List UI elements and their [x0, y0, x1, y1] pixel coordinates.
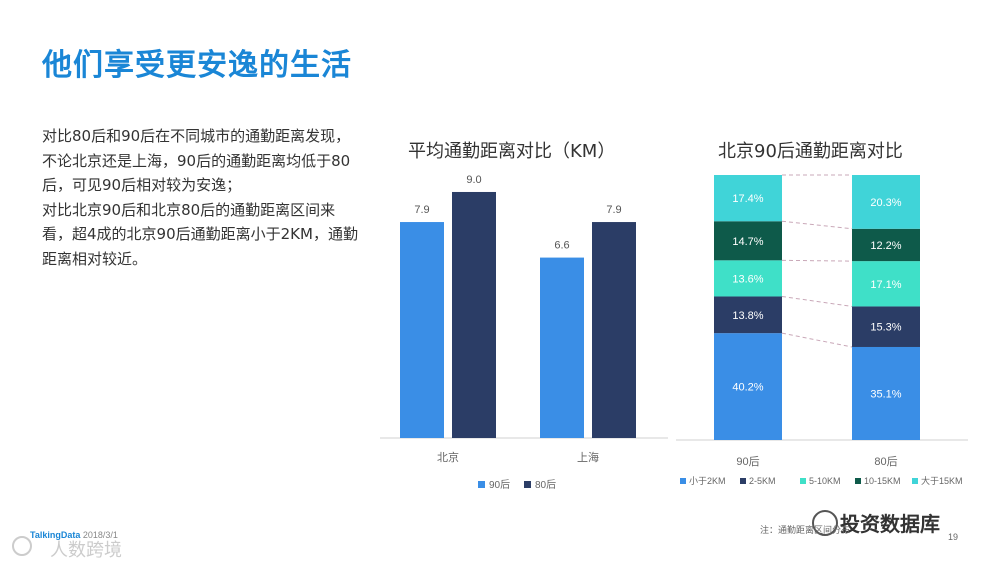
- footer-brand: TalkingData 2018/3/1: [30, 530, 118, 540]
- chart2-connector: [781, 259, 853, 262]
- chart2-legend-label: 10-15KM: [864, 476, 901, 486]
- chart1-legend-label: 80后: [535, 479, 556, 491]
- chart1-value-label: 7.9: [606, 204, 621, 216]
- description-paragraph-1: 对比80后和90后在不同城市的通勤距离发现，不论北京还是上海，90后的通勤距离均…: [42, 127, 351, 194]
- chart2-value-label: 13.6%: [732, 273, 763, 285]
- chart2-segment: [714, 175, 782, 222]
- chart2-value-label: 17.1%: [870, 279, 901, 291]
- chart2-value-label: 15.3%: [870, 322, 901, 334]
- watermark-text: 投资数据库: [840, 512, 940, 536]
- footer-date: 2018/3/1: [82, 530, 118, 540]
- footer-note: 注：通勤距离区间分布: [760, 525, 851, 535]
- footer-brand-name: TalkingData: [30, 530, 81, 540]
- chart2-category-label: 90后: [736, 455, 759, 468]
- chart2-value-label: 17.4%: [732, 193, 763, 205]
- chart1-category-label: 北京: [437, 450, 459, 464]
- chart2-legend-swatch: [800, 478, 806, 484]
- chart1-legend-swatch: [524, 481, 531, 488]
- chart1-title: 平均通勤距离对比（KM）: [408, 141, 616, 162]
- chart2-value-label: 13.8%: [732, 310, 763, 322]
- chart1-bar: [592, 222, 636, 438]
- chart2-segment: [714, 333, 782, 440]
- description: 对比80后和90后在不同城市的通勤距离发现，不论北京还是上海，90后的通勤距离均…: [42, 124, 362, 271]
- chart2-segment: [852, 346, 920, 440]
- chart2-value-label: 40.2%: [732, 382, 763, 394]
- watermark-icon: [812, 510, 838, 536]
- chart2-value-label: 20.3%: [870, 197, 901, 209]
- chart2-connector: [781, 220, 853, 230]
- chart2-title: 北京90后通勤距离对比: [718, 141, 903, 162]
- chart2-connector: [781, 332, 853, 348]
- watermark2-icon: [12, 536, 32, 556]
- chart2-legend-swatch: [740, 478, 746, 484]
- chart2-segment: [852, 175, 920, 229]
- chart2-category-label: 80后: [874, 455, 897, 468]
- chart2-legend-swatch: [680, 478, 686, 484]
- chart1-value-label: 7.9: [414, 204, 429, 216]
- chart1-bar: [400, 222, 444, 438]
- page-number: 19: [948, 532, 959, 542]
- chart1-bar: [540, 257, 584, 438]
- chart1-category-label: 上海: [577, 450, 599, 464]
- chart2-legend-swatch: [855, 478, 861, 484]
- chart2-legend-label: 5-10KM: [809, 476, 841, 486]
- chart2-segment: [714, 296, 782, 334]
- chart2-segment: [714, 260, 782, 297]
- chart1-legend-swatch: [478, 481, 485, 488]
- chart2-connector: [781, 295, 853, 307]
- chart1-value-label: 9.0: [466, 174, 481, 186]
- chart2-value-label: 12.2%: [870, 240, 901, 252]
- chart2-segment: [714, 221, 782, 261]
- page-title: 他们享受更安逸的生活: [42, 48, 352, 83]
- chart2-segment: [852, 228, 920, 262]
- chart2-legend-label: 2-5KM: [749, 476, 776, 486]
- chart1-value-label: 6.6: [554, 240, 569, 252]
- chart2-legend-swatch: [912, 478, 918, 484]
- chart2-value-label: 35.1%: [870, 388, 901, 400]
- description-paragraph-2: 对比北京90后和北京80后的通勤距离区间来看，超4成的北京90后通勤距离小于2K…: [42, 200, 358, 268]
- chart1-bar: [452, 191, 496, 438]
- chart2-segment: [852, 261, 920, 307]
- chart2-legend-label: 小于2KM: [689, 476, 726, 486]
- chart2-legend-label: 大于15KM: [921, 475, 963, 486]
- watermark2-text: 人数跨境: [50, 540, 122, 561]
- chart1-legend-label: 90后: [489, 479, 510, 491]
- chart2-segment: [852, 306, 920, 347]
- chart2-value-label: 14.7%: [732, 236, 763, 248]
